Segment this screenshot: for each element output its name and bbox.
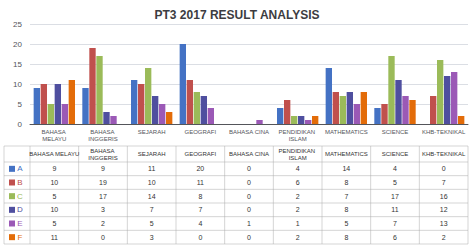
svg-text:2: 2	[296, 206, 300, 213]
svg-text:11: 11	[148, 165, 155, 172]
svg-text:6: 6	[296, 179, 300, 186]
svg-text:0: 0	[18, 120, 23, 129]
svg-text:BAHASA CINA: BAHASA CINA	[229, 129, 269, 135]
svg-text:BAHASA MELAYU: BAHASA MELAYU	[29, 151, 79, 157]
svg-text:8: 8	[344, 206, 348, 213]
svg-text:5: 5	[52, 193, 56, 200]
svg-text:5: 5	[393, 179, 397, 186]
svg-text:25: 25	[13, 20, 22, 29]
svg-text:BAHASA: BAHASA	[90, 148, 116, 154]
svg-text:GEOGRAFI: GEOGRAFI	[184, 129, 216, 135]
svg-text:GEOGRAFI: GEOGRAFI	[184, 151, 216, 157]
svg-text:SCIENCE: SCIENCE	[382, 151, 409, 157]
svg-text:6: 6	[393, 234, 397, 241]
svg-text:BAHASA: BAHASA	[41, 129, 67, 135]
svg-text:12: 12	[440, 206, 448, 213]
svg-text:D: D	[17, 205, 23, 214]
svg-text:A: A	[17, 164, 23, 173]
svg-text:13: 13	[440, 220, 448, 227]
svg-text:5: 5	[150, 220, 154, 227]
svg-text:INGGERIS: INGGERIS	[88, 155, 117, 161]
svg-text:BAHASA: BAHASA	[90, 129, 116, 135]
svg-text:11: 11	[51, 234, 58, 241]
svg-text:11: 11	[197, 179, 204, 186]
svg-text:20: 20	[13, 40, 22, 49]
svg-text:0: 0	[247, 234, 251, 241]
svg-text:KHB-TEKNIKAL: KHB-TEKNIKAL	[422, 129, 466, 135]
svg-text:1: 1	[247, 220, 251, 227]
svg-text:14: 14	[148, 193, 156, 200]
svg-text:10: 10	[50, 179, 58, 186]
svg-text:2: 2	[296, 193, 300, 200]
svg-text:4: 4	[393, 165, 397, 172]
svg-text:8: 8	[198, 193, 202, 200]
svg-text:C: C	[17, 192, 23, 201]
svg-text:14: 14	[342, 165, 350, 172]
svg-text:5: 5	[18, 100, 23, 109]
svg-text:SEJARAH: SEJARAH	[138, 151, 166, 157]
svg-text:5: 5	[344, 220, 348, 227]
svg-text:PENDIDIKAN: PENDIDIKAN	[278, 129, 316, 135]
svg-text:E: E	[17, 219, 22, 228]
svg-text:7: 7	[393, 220, 397, 227]
svg-text:3: 3	[150, 234, 154, 241]
svg-text:8: 8	[344, 234, 348, 241]
svg-text:1: 1	[296, 220, 300, 227]
svg-text:0: 0	[247, 165, 251, 172]
svg-text:0: 0	[442, 165, 446, 172]
svg-text:20: 20	[196, 165, 204, 172]
svg-text:0: 0	[198, 234, 202, 241]
svg-text:0: 0	[101, 234, 105, 241]
svg-text:MELAYU: MELAYU	[42, 136, 66, 142]
svg-text:0: 0	[247, 206, 251, 213]
svg-text:MATHEMATICS: MATHEMATICS	[325, 151, 368, 157]
svg-text:9: 9	[52, 165, 56, 172]
svg-text:8: 8	[344, 179, 348, 186]
svg-text:5: 5	[52, 220, 56, 227]
svg-text:17: 17	[99, 193, 107, 200]
svg-text:7: 7	[198, 206, 202, 213]
svg-text:ISLAM: ISLAM	[289, 136, 307, 142]
svg-text:INGGERIS: INGGERIS	[88, 136, 117, 142]
svg-text:2: 2	[101, 220, 105, 227]
svg-text:KHB-TEKNIKAL: KHB-TEKNIKAL	[422, 151, 466, 157]
svg-text:7: 7	[442, 179, 446, 186]
svg-text:10: 10	[13, 80, 22, 89]
svg-text:3: 3	[101, 206, 105, 213]
svg-text:SCIENCE: SCIENCE	[382, 129, 409, 135]
svg-text:19: 19	[99, 179, 107, 186]
svg-text:B: B	[17, 178, 22, 187]
svg-text:17: 17	[391, 193, 399, 200]
svg-text:F: F	[18, 233, 23, 242]
svg-text:15: 15	[13, 60, 22, 69]
svg-text:ISLAM: ISLAM	[289, 155, 307, 161]
svg-text:BAHASA CINA: BAHASA CINA	[229, 151, 269, 157]
svg-text:9: 9	[101, 165, 105, 172]
svg-text:4: 4	[198, 220, 202, 227]
svg-text:11: 11	[391, 206, 398, 213]
svg-text:10: 10	[148, 179, 156, 186]
svg-text:7: 7	[344, 193, 348, 200]
svg-text:PENDIDIKAN: PENDIDIKAN	[278, 148, 316, 154]
svg-text:16: 16	[440, 193, 448, 200]
svg-text:4: 4	[296, 165, 300, 172]
svg-text:2: 2	[296, 234, 300, 241]
svg-text:0: 0	[247, 179, 251, 186]
svg-text:MATHEMATICS: MATHEMATICS	[325, 129, 368, 135]
svg-text:0: 0	[247, 193, 251, 200]
svg-text:2: 2	[442, 234, 446, 241]
svg-text:SEJARAH: SEJARAH	[138, 129, 166, 135]
svg-text:10: 10	[50, 206, 58, 213]
svg-text:PT3 2017 RESULT ANALYSIS: PT3 2017 RESULT ANALYSIS	[155, 8, 320, 22]
svg-text:7: 7	[150, 206, 154, 213]
